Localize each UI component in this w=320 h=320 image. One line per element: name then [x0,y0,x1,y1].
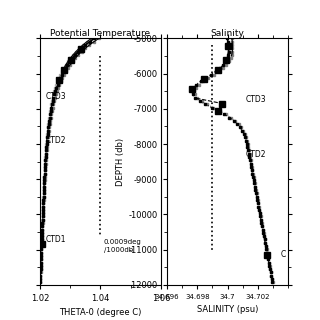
Y-axis label: DEPTH (db): DEPTH (db) [116,138,124,186]
Title: Potential Temperature: Potential Temperature [51,28,150,38]
Text: CTD3: CTD3 [46,92,67,101]
Text: CTD3: CTD3 [246,95,266,105]
X-axis label: THETA-0 (degree C): THETA-0 (degree C) [59,308,142,317]
Title: Salinity: Salinity [211,28,244,38]
Text: CTD1: CTD1 [46,235,67,244]
Text: 0.0009deg
/1000db: 0.0009deg /1000db [103,239,141,253]
Text: CTD2: CTD2 [246,150,266,159]
Text: CTD2: CTD2 [46,136,67,145]
X-axis label: SALINITY (psu): SALINITY (psu) [197,305,258,314]
Text: C: C [280,250,286,260]
